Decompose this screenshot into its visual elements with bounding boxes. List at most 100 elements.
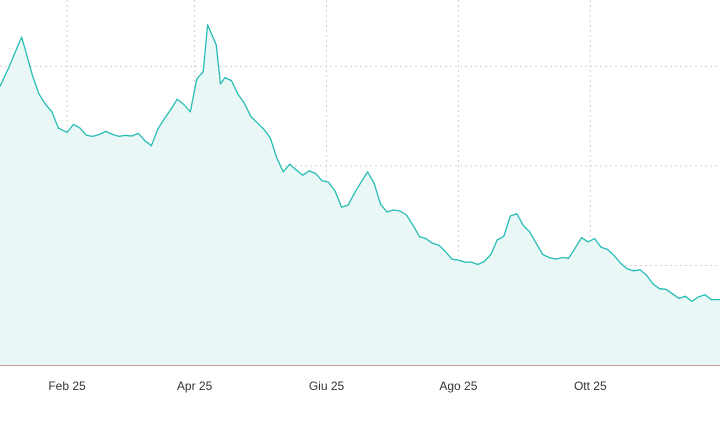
data-point-92 [587,241,589,243]
data-point-20 [131,135,133,137]
data-point-109 [697,296,700,298]
data-point-47 [295,169,297,171]
x-tick-label-2: Giu 25 [309,379,345,393]
data-point-36 [224,77,226,79]
data-point-73 [464,261,466,263]
data-point-69 [438,244,440,246]
data-point-105 [671,293,674,295]
data-point-55 [347,204,349,206]
data-point-90 [574,247,576,249]
series-points [0,24,720,302]
data-point-94 [600,246,602,248]
data-point-100 [639,269,641,271]
data-point-3 [21,36,23,38]
data-point-76 [483,260,485,263]
data-point-35 [219,83,222,85]
data-point-53 [334,190,336,192]
data-point-6 [38,93,40,95]
data-point-81 [516,213,518,215]
series-area-fill [0,24,720,366]
data-point-0 [0,85,1,87]
data-point-89 [568,257,570,259]
data-point-64 [405,214,408,216]
data-point-42 [263,128,265,130]
data-point-39 [243,102,245,104]
data-point-21 [137,132,139,134]
data-point-96 [613,254,615,257]
x-tick-label-4: Ott 25 [574,379,607,393]
data-point-72 [457,259,459,261]
data-point-83 [529,231,531,233]
data-point-32 [207,24,209,26]
data-point-70 [444,250,446,253]
data-point-59 [373,182,375,184]
data-point-46 [289,163,291,165]
data-point-14 [92,135,94,137]
data-point-23 [150,145,152,147]
data-point-37 [230,80,232,82]
data-point-11 [72,123,75,125]
data-point-106 [678,297,680,299]
data-point-45 [282,171,284,173]
data-point-1 [8,67,10,69]
data-point-52 [328,181,330,183]
data-point-56 [354,192,356,194]
data-point-19 [124,134,126,136]
data-point-75 [477,263,479,266]
data-point-48 [302,174,304,176]
data-point-91 [581,237,583,239]
data-point-65 [412,224,414,226]
data-point-101 [645,274,648,276]
data-point-16 [105,130,107,132]
data-point-10 [66,131,68,133]
data-point-62 [392,209,395,211]
data-point-71 [451,258,453,260]
data-point-108 [691,300,693,302]
data-point-74 [470,261,472,263]
data-point-67 [425,238,427,240]
data-point-77 [490,253,492,256]
data-point-87 [555,258,557,260]
data-point-66 [418,236,421,238]
data-point-86 [548,256,550,259]
data-point-58 [367,171,369,173]
data-point-54 [341,206,343,208]
data-point-79 [503,235,505,237]
data-point-38 [237,93,239,95]
x-tick-label-3: Ago 25 [439,379,477,393]
data-point-7 [44,103,47,105]
data-point-18 [118,135,120,137]
data-point-50 [315,172,317,175]
data-point-2 [16,46,18,48]
data-point-27 [176,98,178,100]
data-point-12 [79,127,81,129]
data-point-95 [607,248,609,251]
data-point-68 [431,242,433,244]
data-point-49 [308,170,310,172]
data-point-80 [509,215,511,217]
data-point-60 [379,203,382,205]
data-point-104 [665,288,667,290]
data-point-41 [256,122,258,124]
data-point-97 [619,262,622,264]
data-point-40 [250,115,252,118]
data-point-31 [202,71,204,73]
data-point-29 [189,111,191,113]
data-point-22 [144,140,146,142]
data-point-4 [25,51,27,53]
data-point-5 [31,74,33,76]
data-point-98 [626,268,628,270]
data-point-33 [211,34,213,36]
data-point-107 [684,295,687,297]
data-point-85 [542,253,544,256]
data-point-78 [496,239,498,241]
data-point-44 [276,157,278,159]
data-point-110 [704,294,706,296]
data-point-51 [321,180,323,182]
data-point-88 [561,256,563,259]
data-point-111 [710,299,713,301]
data-point-61 [386,211,388,213]
data-point-8 [51,111,53,113]
data-point-13 [85,134,88,136]
x-tick-label-0: Feb 25 [48,379,86,393]
